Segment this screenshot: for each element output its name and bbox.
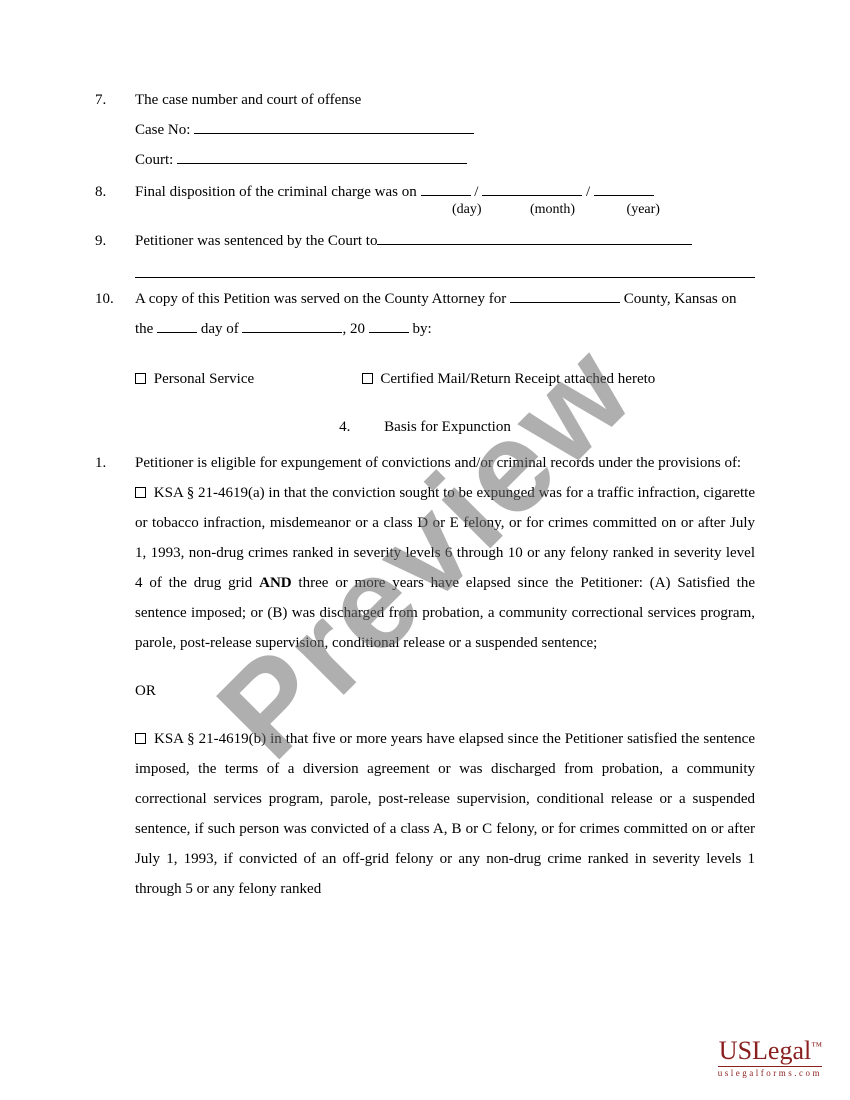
item-9: 9. Petitioner was sentenced by the Court…: [95, 226, 755, 256]
service-year-blank[interactable]: [369, 317, 409, 333]
footer-logo: USLegal™ uslegalforms.com: [718, 1038, 822, 1078]
opt-a-bold: AND: [259, 575, 292, 591]
q7-case-line: Case No:: [135, 115, 755, 145]
q10-c: day of: [197, 321, 242, 337]
court-blank[interactable]: [177, 148, 467, 164]
item-content: Petitioner was sentenced by the Court to: [135, 226, 755, 256]
section-number: 4.: [339, 419, 350, 435]
brand-name: USLegal™: [718, 1038, 822, 1064]
sentence-blank[interactable]: [377, 229, 692, 245]
sentence-blank-line2[interactable]: [135, 258, 755, 278]
day-blank[interactable]: [421, 180, 471, 196]
item-content: Final disposition of the criminal charge…: [135, 177, 755, 224]
brand-text: USLegal: [719, 1036, 811, 1065]
item-number: 9.: [95, 226, 135, 256]
item-8: 8. Final disposition of the criminal cha…: [95, 177, 755, 224]
q10-d: , 20: [342, 321, 368, 337]
court-label: Court:: [135, 152, 173, 168]
checkbox-personal-service[interactable]: [135, 373, 146, 384]
basis-item-1: 1. Petitioner is eligible for expungemen…: [95, 448, 755, 658]
q10-e: by:: [409, 321, 432, 337]
or-separator: OR: [135, 676, 755, 706]
county-blank[interactable]: [510, 287, 620, 303]
q7-intro: The case number and court of offense: [135, 85, 755, 115]
item-number: 8.: [95, 177, 135, 224]
checkbox-ksa-b[interactable]: [135, 733, 146, 744]
q7-court-line: Court:: [135, 145, 755, 175]
item-content: Petitioner is eligible for expungement o…: [135, 448, 755, 658]
q9-text: Petitioner was sentenced by the Court to: [135, 233, 377, 249]
day-sublabel: (day): [439, 203, 495, 217]
checkbox-certified-mail[interactable]: [362, 373, 373, 384]
month-blank[interactable]: [482, 180, 582, 196]
item-number: 10.: [95, 284, 135, 394]
q8-text: Final disposition of the criminal charge…: [135, 184, 417, 200]
date-sublabels: (day) (month) (year): [135, 203, 755, 218]
certified-mail-label: Certified Mail/Return Receipt attached h…: [380, 371, 655, 387]
item-number: 7.: [95, 85, 135, 175]
item-7: 7. The case number and court of offense …: [95, 85, 755, 175]
case-no-label: Case No:: [135, 122, 190, 138]
case-no-blank[interactable]: [194, 118, 474, 134]
section-title: Basis for Expunction: [384, 419, 511, 435]
basis-option-b: KSA § 21-4619(b) in that five or more ye…: [135, 724, 755, 904]
service-day-blank[interactable]: [157, 317, 197, 333]
personal-service-label: Personal Service: [154, 371, 254, 387]
opt-b-text: KSA § 21-4619(b) in that five or more ye…: [135, 731, 755, 897]
item-10: 10. A copy of this Petition was served o…: [95, 284, 755, 394]
service-options: Personal Service Certified Mail/Return R…: [135, 364, 755, 394]
item-content: A copy of this Petition was served on th…: [135, 284, 755, 394]
service-month-blank[interactable]: [242, 317, 342, 333]
item-content: The case number and court of offense Cas…: [135, 85, 755, 175]
q10-a: A copy of this Petition was served on th…: [135, 291, 510, 307]
brand-tagline: uslegalforms.com: [718, 1066, 822, 1078]
basis-option-a: KSA § 21-4619(a) in that the conviction …: [135, 478, 755, 658]
basis-intro: Petitioner is eligible for expungement o…: [135, 448, 755, 478]
trademark-icon: ™: [811, 1040, 822, 1052]
month-sublabel: (month): [499, 203, 607, 217]
year-blank[interactable]: [594, 180, 654, 196]
section-heading: 4. Basis for Expunction: [95, 412, 755, 442]
checkbox-ksa-a[interactable]: [135, 487, 146, 498]
item-number: 1.: [95, 448, 135, 658]
year-sublabel: (year): [610, 203, 676, 217]
document-page: 7. The case number and court of offense …: [0, 0, 850, 944]
